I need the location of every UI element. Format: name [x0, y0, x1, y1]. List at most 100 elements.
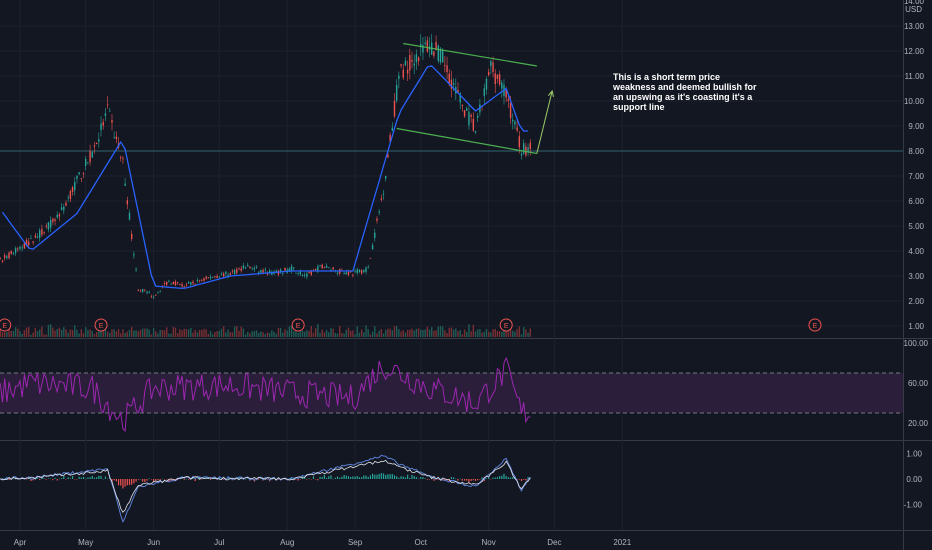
- candle-body[interactable]: [74, 182, 76, 191]
- candle-body[interactable]: [201, 280, 203, 281]
- candle-body[interactable]: [492, 62, 494, 73]
- candle-body[interactable]: [139, 290, 142, 292]
- candle-body[interactable]: [387, 154, 389, 158]
- candle-body[interactable]: [12, 252, 15, 254]
- candle-body[interactable]: [214, 276, 216, 277]
- candle-body[interactable]: [409, 54, 411, 71]
- candle-body[interactable]: [426, 40, 429, 52]
- candle-body[interactable]: [374, 232, 376, 238]
- candle-body[interactable]: [389, 134, 391, 142]
- momentum-signal-line[interactable]: [0, 459, 531, 513]
- candle-body[interactable]: [461, 104, 464, 107]
- candle-body[interactable]: [14, 248, 17, 253]
- candle-body[interactable]: [63, 206, 65, 211]
- candle-body[interactable]: [395, 84, 398, 101]
- candle-body[interactable]: [146, 291, 148, 293]
- candle-body[interactable]: [251, 268, 253, 270]
- candle-body[interactable]: [49, 220, 52, 228]
- candle-body[interactable]: [266, 273, 269, 275]
- candle-body[interactable]: [89, 151, 91, 163]
- candle-body[interactable]: [152, 296, 155, 298]
- candle-body[interactable]: [437, 45, 439, 61]
- candle-body[interactable]: [411, 59, 413, 62]
- candle-body[interactable]: [288, 268, 291, 272]
- candle-body[interactable]: [474, 131, 477, 133]
- candle-body[interactable]: [415, 54, 418, 63]
- candle-body[interactable]: [43, 232, 45, 234]
- candle-body[interactable]: [1, 260, 4, 262]
- candle-body[interactable]: [179, 283, 181, 285]
- earnings-marker[interactable]: [808, 318, 822, 332]
- earnings-marker[interactable]: [0, 318, 12, 332]
- candle-body[interactable]: [422, 44, 424, 53]
- oscillator-panel[interactable]: [0, 356, 903, 433]
- candle-body[interactable]: [231, 270, 234, 272]
- candle-body[interactable]: [172, 281, 174, 285]
- candle-body[interactable]: [54, 219, 56, 221]
- candle-body[interactable]: [95, 142, 98, 145]
- candle-body[interactable]: [196, 280, 199, 282]
- candle-body[interactable]: [345, 272, 348, 275]
- candle-body[interactable]: [306, 273, 308, 277]
- candle-body[interactable]: [109, 110, 111, 112]
- candle-body[interactable]: [111, 119, 113, 123]
- candle-body[interactable]: [39, 230, 41, 238]
- candle-body[interactable]: [402, 69, 404, 78]
- candle-body[interactable]: [336, 272, 339, 274]
- candle-body[interactable]: [496, 74, 499, 79]
- candle-body[interactable]: [194, 283, 196, 285]
- channel-upper-line[interactable]: [403, 42, 537, 67]
- candle-body[interactable]: [247, 265, 249, 267]
- candle-body[interactable]: [299, 271, 302, 275]
- candle-body[interactable]: [282, 273, 284, 274]
- candle-body[interactable]: [203, 278, 205, 281]
- candle-body[interactable]: [301, 275, 304, 276]
- candle-body[interactable]: [76, 175, 78, 179]
- moving-average-line[interactable]: [1, 65, 529, 289]
- candle-body[interactable]: [424, 42, 426, 45]
- candle-body[interactable]: [78, 172, 80, 175]
- candle-body[interactable]: [233, 270, 236, 274]
- candle-body[interactable]: [477, 115, 479, 118]
- candle-body[interactable]: [343, 272, 345, 274]
- candle-body[interactable]: [102, 121, 104, 126]
- candle-body[interactable]: [212, 277, 214, 279]
- earnings-marker[interactable]: [291, 318, 305, 332]
- candle-body[interactable]: [472, 119, 475, 131]
- candle-body[interactable]: [308, 272, 310, 273]
- candle-body[interactable]: [183, 286, 185, 287]
- momentum-panel[interactable]: [0, 454, 531, 523]
- candle-body[interactable]: [271, 272, 273, 275]
- candle-body[interactable]: [135, 269, 137, 271]
- candle-body[interactable]: [222, 273, 225, 277]
- candle-body[interactable]: [452, 83, 455, 85]
- candle-body[interactable]: [514, 121, 516, 125]
- candle-body[interactable]: [106, 104, 109, 106]
- candle-body[interactable]: [10, 250, 12, 254]
- candle-body[interactable]: [457, 89, 459, 93]
- candle-body[interactable]: [209, 276, 212, 279]
- candle-body[interactable]: [382, 193, 385, 195]
- candle-body[interactable]: [268, 270, 271, 273]
- candle-body[interactable]: [104, 113, 107, 116]
- candle-body[interactable]: [295, 272, 297, 274]
- candle-body[interactable]: [0, 258, 1, 260]
- candle-body[interactable]: [3, 255, 6, 258]
- candle-body[interactable]: [391, 127, 393, 131]
- candle-body[interactable]: [133, 253, 135, 256]
- candle-body[interactable]: [321, 264, 323, 269]
- candle-body[interactable]: [91, 152, 93, 158]
- candle-body[interactable]: [238, 268, 240, 269]
- candle-body[interactable]: [284, 267, 286, 271]
- candle-body[interactable]: [507, 99, 510, 102]
- candle-body[interactable]: [253, 268, 256, 270]
- candle-body[interactable]: [260, 270, 262, 273]
- candle-body[interactable]: [347, 272, 350, 275]
- candle-body[interactable]: [523, 143, 525, 154]
- candle-body[interactable]: [393, 100, 396, 117]
- candle-body[interactable]: [130, 233, 133, 239]
- candle-body[interactable]: [225, 271, 227, 274]
- candle-body[interactable]: [6, 256, 8, 259]
- candle-body[interactable]: [463, 110, 466, 117]
